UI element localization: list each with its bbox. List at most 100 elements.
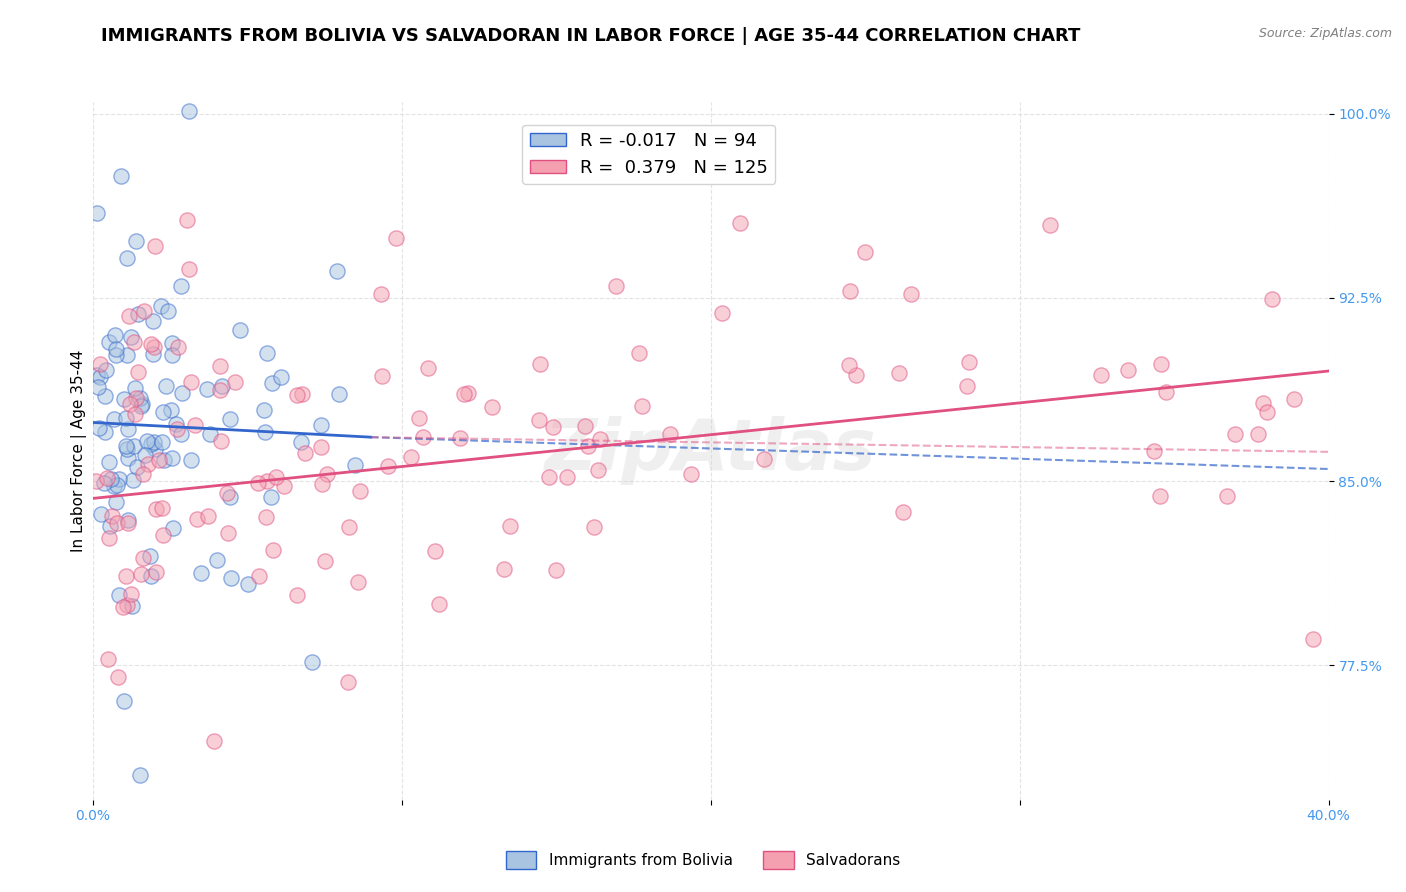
- Point: [179, 262, 201, 277]
- Point: [218, 411, 240, 425]
- Point: [679, 467, 702, 481]
- Point: [294, 446, 316, 460]
- Point: [959, 355, 981, 369]
- Point: [180, 452, 202, 467]
- Point: [1260, 292, 1282, 306]
- Point: [125, 391, 148, 405]
- Point: [117, 422, 139, 436]
- Point: [1282, 392, 1305, 406]
- Point: [89, 357, 111, 371]
- Point: [541, 420, 564, 434]
- Point: [236, 577, 259, 591]
- Point: [1225, 426, 1247, 441]
- Point: [112, 392, 135, 407]
- Point: [589, 432, 612, 446]
- Point: [103, 479, 125, 493]
- Point: [150, 299, 173, 313]
- Point: [1039, 218, 1062, 232]
- Point: [529, 357, 551, 371]
- Point: [120, 397, 142, 411]
- Point: [370, 368, 392, 383]
- Point: [117, 598, 139, 612]
- Point: [285, 388, 308, 402]
- Point: [728, 216, 751, 230]
- Point: [131, 399, 153, 413]
- Point: [86, 368, 108, 382]
- Point: [100, 472, 122, 486]
- Point: [1154, 384, 1177, 399]
- Point: [120, 330, 142, 344]
- Point: [315, 467, 337, 482]
- Point: [132, 467, 155, 482]
- Point: [170, 426, 193, 441]
- Point: [711, 306, 734, 320]
- Point: [576, 439, 599, 453]
- Point: [290, 434, 312, 449]
- Point: [97, 454, 120, 468]
- Point: [143, 435, 166, 450]
- Point: [209, 434, 232, 448]
- Point: [418, 360, 440, 375]
- Point: [121, 599, 143, 613]
- Point: [139, 549, 162, 563]
- Point: [142, 314, 165, 328]
- Point: [1149, 489, 1171, 503]
- Point: [219, 571, 242, 585]
- Point: [105, 516, 128, 530]
- Point: [142, 347, 165, 361]
- Point: [260, 376, 283, 390]
- Text: ZipAtlas: ZipAtlas: [546, 417, 876, 485]
- Point: [260, 490, 283, 504]
- Point: [131, 566, 153, 581]
- Point: [499, 519, 522, 533]
- Point: [125, 460, 148, 475]
- Point: [105, 477, 128, 491]
- Point: [412, 430, 434, 444]
- Point: [605, 278, 627, 293]
- Point: [311, 476, 333, 491]
- Point: [423, 543, 446, 558]
- Point: [93, 475, 115, 490]
- Point: [211, 379, 233, 393]
- Point: [115, 442, 138, 457]
- Point: [752, 451, 775, 466]
- Point: [205, 553, 228, 567]
- Point: [273, 478, 295, 492]
- Point: [115, 348, 138, 362]
- Point: [122, 473, 145, 487]
- Point: [224, 376, 246, 390]
- Point: [1216, 489, 1239, 503]
- Point: [1253, 396, 1275, 410]
- Point: [118, 309, 141, 323]
- Point: [93, 425, 115, 439]
- Point: [1256, 405, 1278, 419]
- Point: [157, 304, 180, 318]
- Point: [1143, 444, 1166, 458]
- Point: [326, 264, 349, 278]
- Point: [127, 307, 149, 321]
- Point: [301, 655, 323, 669]
- Point: [186, 512, 208, 526]
- Point: [122, 439, 145, 453]
- Point: [177, 104, 200, 119]
- Point: [94, 363, 117, 377]
- Point: [117, 513, 139, 527]
- Legend: Immigrants from Bolivia, Salvadorans: Immigrants from Bolivia, Salvadorans: [499, 845, 907, 875]
- Point: [87, 420, 110, 434]
- Point: [855, 244, 877, 259]
- Point: [166, 422, 188, 436]
- Point: [96, 471, 118, 485]
- Point: [152, 405, 174, 419]
- Point: [165, 417, 187, 431]
- Point: [152, 528, 174, 542]
- Point: [111, 600, 134, 615]
- Point: [347, 574, 370, 589]
- Point: [256, 346, 278, 360]
- Point: [574, 419, 596, 434]
- Point: [195, 382, 218, 396]
- Point: [128, 391, 150, 405]
- Point: [956, 379, 979, 393]
- Point: [1247, 426, 1270, 441]
- Point: [1116, 363, 1139, 377]
- Point: [262, 542, 284, 557]
